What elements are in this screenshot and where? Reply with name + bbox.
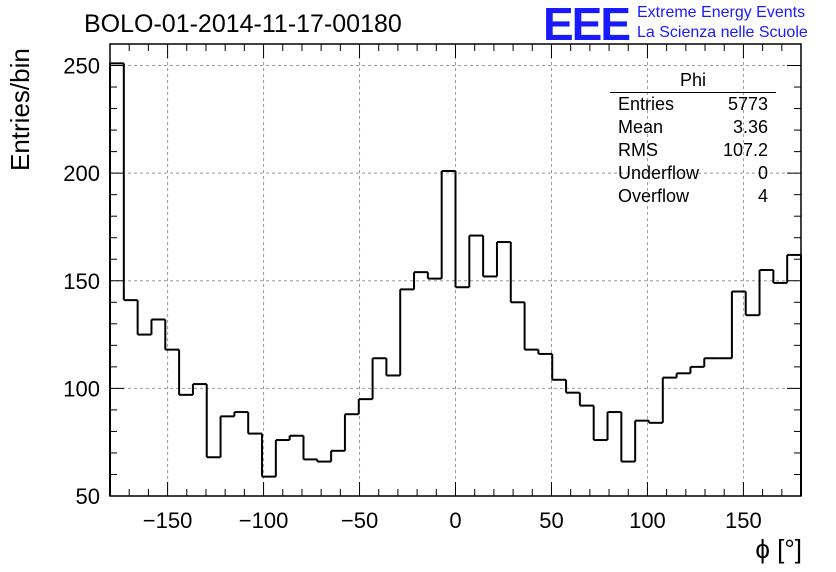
chart-title: BOLO-01-2014-11-17-00180 (84, 10, 402, 38)
x-tick-label: 100 (629, 508, 666, 533)
stats-box: Phi Entries 5773 Mean 3.36 RMS 107.2 Und… (610, 70, 776, 208)
stat-label: Entries (618, 94, 675, 114)
stat-row-entries: Entries 5773 (610, 93, 776, 116)
stat-row-underflow: Underflow 0 (610, 162, 776, 185)
x-tick-label: 150 (725, 508, 762, 533)
logo-subtitle-line2: La Scienza nelle Scuole (637, 24, 808, 41)
x-tick-label: 50 (539, 508, 563, 533)
stat-row-rms: RMS 107.2 (610, 139, 776, 162)
y-tick-label: 150 (63, 269, 100, 294)
x-tick-label: −150 (143, 508, 193, 533)
y-tick-label: 100 (63, 376, 100, 401)
y-tick-label: 200 (63, 161, 100, 186)
stats-title: Phi (610, 70, 776, 93)
stat-label: RMS (618, 140, 658, 160)
stat-value: 3.36 (732, 117, 768, 137)
logo-subtitle-line1: Extreme Energy Events (637, 4, 806, 21)
stat-label: Underflow (618, 163, 700, 183)
stat-value: 107.2 (722, 140, 768, 160)
x-tick-label: 0 (449, 508, 461, 533)
stat-row-mean: Mean 3.36 (610, 116, 776, 139)
stat-value: 5773 (727, 94, 768, 114)
x-axis-label: ϕ [°] (755, 534, 802, 564)
x-tick-label: −100 (239, 508, 289, 533)
stat-row-overflow: Overflow 4 (610, 185, 776, 208)
y-axis-label: Entries/bin (5, 48, 35, 171)
y-tick-label: 50 (76, 484, 100, 509)
plot-frame (109, 43, 802, 497)
stat-value: 4 (757, 186, 768, 206)
y-tick-label: 250 (63, 54, 100, 79)
stat-label: Mean (618, 117, 664, 137)
eee-logo: EEE (543, 0, 631, 50)
stat-value: 0 (757, 163, 768, 183)
stat-label: Overflow (618, 186, 690, 206)
x-tick-label: −50 (341, 508, 378, 533)
